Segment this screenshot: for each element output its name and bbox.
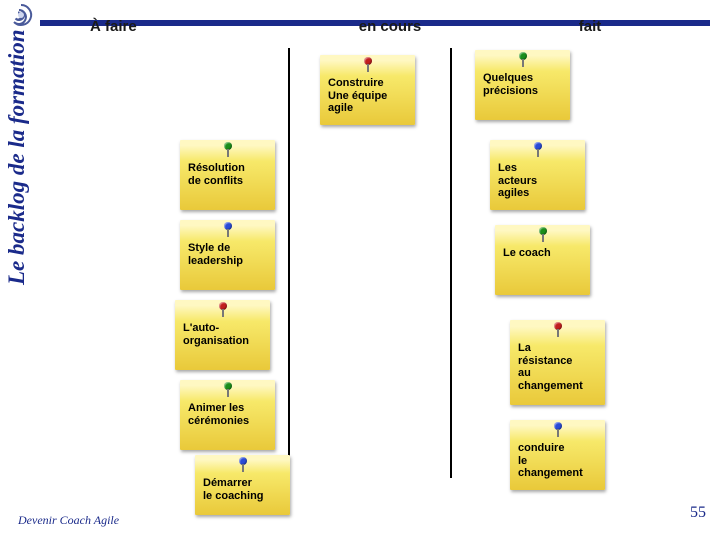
postit-label: Résolution de conflits	[188, 162, 267, 187]
footer-title: Devenir Coach Agile	[18, 513, 119, 528]
pushpin-icon	[218, 302, 228, 318]
column-divider-1	[288, 48, 290, 478]
pushpin-icon	[553, 322, 563, 338]
spiral-logo-icon	[8, 2, 34, 28]
pushpin-icon	[238, 457, 248, 473]
pushpin-icon	[223, 382, 233, 398]
postit-label: Style de leadership	[188, 242, 267, 267]
postit-demarrer: Démarrer le coaching	[195, 455, 290, 515]
pushpin-icon	[223, 142, 233, 158]
col-header-doing: en cours	[290, 18, 490, 35]
pushpin-icon	[518, 52, 528, 68]
pushpin-icon	[363, 57, 373, 73]
postit-label: La résistance au changement	[518, 342, 597, 393]
postit-resistance: La résistance au changement	[510, 320, 605, 405]
postit-resolution: Résolution de conflits	[180, 140, 275, 210]
postit-label: L'auto- organisation	[183, 322, 262, 347]
postit-label: conduire le changement	[518, 442, 597, 480]
pushpin-icon	[553, 422, 563, 438]
postit-label: Le coach	[503, 247, 582, 260]
col-header-todo: À faire	[90, 18, 290, 35]
column-divider-2	[450, 48, 452, 478]
postit-precisions: Quelques précisions	[475, 50, 570, 120]
pushpin-icon	[223, 222, 233, 238]
postit-label: Les acteurs agiles	[498, 162, 577, 200]
postit-label: Construire Une équipe agile	[328, 77, 407, 115]
postit-autoorg: L'auto- organisation	[175, 300, 270, 370]
postit-construire: Construire Une équipe agile	[320, 55, 415, 125]
postit-label: Quelques précisions	[483, 72, 562, 97]
pushpin-icon	[533, 142, 543, 158]
vertical-title: Le backlog de la formation	[4, 29, 30, 285]
pushpin-icon	[538, 227, 548, 243]
page-number: 55	[690, 504, 706, 522]
postit-conduire: conduire le changement	[510, 420, 605, 490]
postit-label: Animer les cérémonies	[188, 402, 267, 427]
postit-style: Style de leadership	[180, 220, 275, 290]
postit-animer: Animer les cérémonies	[180, 380, 275, 450]
postit-label: Démarrer le coaching	[203, 477, 282, 502]
kanban-header: À faire en cours fait	[90, 18, 690, 35]
postit-lecoach: Le coach	[495, 225, 590, 295]
col-header-done: fait	[490, 18, 690, 35]
postit-acteurs: Les acteurs agiles	[490, 140, 585, 210]
